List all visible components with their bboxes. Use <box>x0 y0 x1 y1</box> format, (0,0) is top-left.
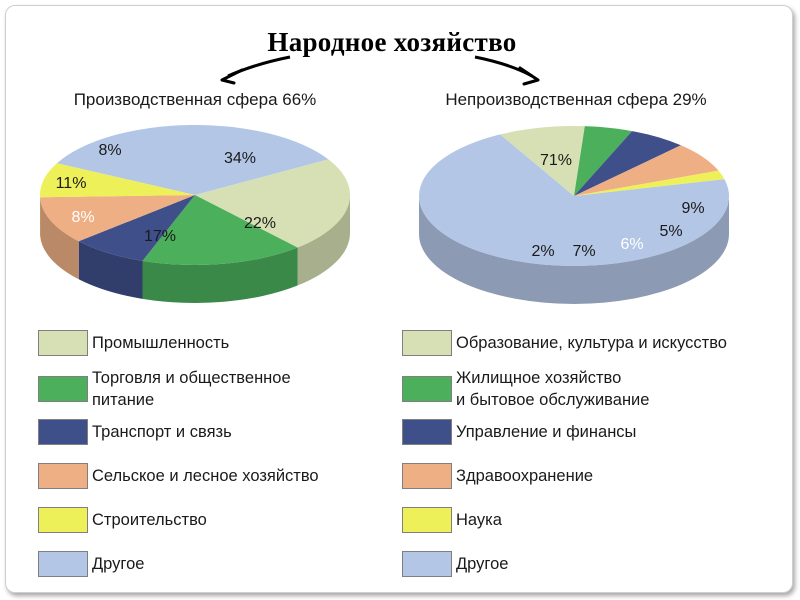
slice-label: 11% <box>56 175 87 192</box>
pie-slice <box>419 134 729 266</box>
legend-label: Жилищное хозяйство и бытовое обслуживани… <box>456 369 650 409</box>
legend-swatch <box>38 463 88 489</box>
pie-slice <box>40 163 196 198</box>
legend-item: Торговля и общественное питание <box>38 367 291 411</box>
legend-item: Сельское и лесное хозяйство <box>38 463 319 489</box>
legend-swatch <box>402 551 452 577</box>
slice-label: 34% <box>224 150 256 167</box>
legend-item: Наука <box>402 507 502 533</box>
legend-item: Промышленность <box>38 330 229 356</box>
pie-chart-production: Производственная сфера 66% 34% 22% 17% 8% 11%… <box>40 90 351 303</box>
arrows-group <box>220 55 540 86</box>
legend-swatch <box>402 376 452 402</box>
pie-slice <box>574 131 681 196</box>
arrow-right-head <box>518 66 540 86</box>
legend-label: Здравоохранение <box>456 467 594 485</box>
pie-slice <box>56 125 329 195</box>
pie-slice <box>78 195 195 261</box>
legend-label: Сельское и лесное хозяйство <box>92 467 319 485</box>
legend-item: Другое <box>402 551 508 577</box>
pie-slice-side <box>419 196 729 304</box>
pie-slice-side <box>142 247 298 303</box>
slice-label: 5% <box>659 223 682 240</box>
legend-label: Образование, культура и искусство <box>456 334 727 352</box>
legend-swatch <box>38 551 88 577</box>
legend-label: Промышленность <box>92 334 230 352</box>
page-title: Народное хозяйство <box>267 27 517 57</box>
slice-label: 6% <box>620 236 643 253</box>
legend-item: Другое <box>38 551 144 577</box>
pie-slice-side <box>40 197 79 280</box>
legend-swatch <box>402 463 452 489</box>
slice-label: 8% <box>71 209 94 226</box>
slice-label: 7% <box>572 243 595 260</box>
pie-title: Производственная сфера 66% <box>74 90 317 109</box>
pie-slice <box>195 159 351 248</box>
pie-slice <box>574 170 725 196</box>
slice-label: 71% <box>540 152 572 169</box>
legend-label: Другое <box>456 555 509 573</box>
legend-label: Другое <box>92 555 145 573</box>
pie-slice-side <box>297 195 350 286</box>
legend-item: Транспорт и связь <box>38 419 232 445</box>
legend-label: Транспорт и связь <box>92 423 232 441</box>
legend-item: Образование, культура и искусство <box>402 330 727 356</box>
legend-right: Образование, культура и искусство Жилищно… <box>402 330 762 590</box>
legend-item: Управление и финансы <box>402 419 636 445</box>
legend-swatch <box>38 330 88 356</box>
legend-swatch <box>38 419 88 445</box>
legend-swatch <box>38 376 88 402</box>
legend-item: Жилищное хозяйство и бытовое обслуживани… <box>402 367 649 411</box>
slice-label: 9% <box>681 200 704 217</box>
arrow-right-line <box>474 55 533 78</box>
slide-frame: Народное хозяйство <box>5 5 793 593</box>
slice-label: 17% <box>144 228 176 245</box>
slice-label: 8% <box>98 142 121 159</box>
legend-item: Строительство <box>38 507 207 533</box>
pie-slice <box>500 126 585 196</box>
legend-swatch <box>402 330 452 356</box>
pie-slice <box>574 126 633 196</box>
legend-swatch <box>402 419 452 445</box>
slice-label: 2% <box>531 243 554 260</box>
legend-swatch <box>402 507 452 533</box>
legend-swatch <box>38 507 88 533</box>
pie-slice <box>40 195 196 242</box>
legend-label: Наука <box>456 511 502 529</box>
pie-title: Непроизводственная сфера 29% <box>445 90 706 109</box>
legend-item: Здравоохранение <box>402 463 593 489</box>
pie-slice <box>142 195 298 265</box>
pie-slice <box>574 145 719 196</box>
pie-slice-side <box>78 241 143 299</box>
legend-left: Промышленность Торговля и общественное пи… <box>38 330 398 590</box>
arrow-left-head <box>220 68 244 85</box>
slice-label: 22% <box>244 215 276 232</box>
pie-chart-nonproduction: Непроизводственная сфера 29% 71% 9% 5% 6% 7% 2… <box>419 90 729 304</box>
legend-label: Управление и финансы <box>456 423 637 441</box>
legend-label: Строительство <box>92 511 207 529</box>
legend-label: Торговля и общественное питание <box>92 369 291 409</box>
